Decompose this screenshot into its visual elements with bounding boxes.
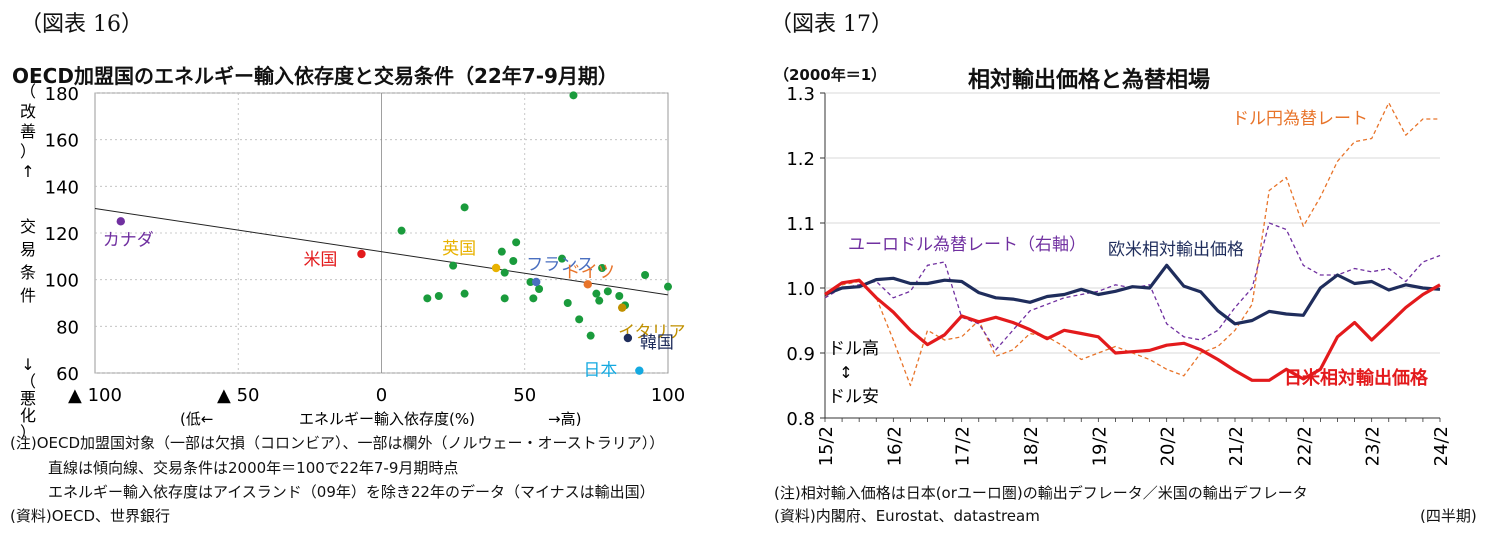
- scatter-x-tick-label: 50: [513, 385, 536, 406]
- scatter-point: [497, 247, 506, 256]
- scatter-x-tick-label: ▲ 100: [68, 385, 122, 406]
- scatter-point-ドイツ: [583, 280, 592, 289]
- line-y-tick-label: 0.9: [786, 344, 815, 365]
- source-line-right: (資料)内閣府、Eurostat、datastream: [774, 507, 1040, 525]
- line-x-tick-label: 17/2: [953, 426, 974, 466]
- annotation-dollar-strong: ドル高: [828, 339, 879, 359]
- scatter-point-label: 英国: [442, 239, 476, 259]
- note-line-2: 直線は傾向線、交易条件は2000年＝100で22年7-9月期時点: [48, 459, 459, 477]
- scatter-point-label: ドイツ: [564, 262, 615, 282]
- scatter-chart-title: OECD加盟国のエネルギー輸入依存度と交易条件（22年7-9月期）: [12, 64, 618, 88]
- scatter-point-label: フランス: [526, 255, 594, 275]
- scatter-x-axis-title: エネルギー輸入依存度(%): [299, 410, 475, 428]
- scatter-point: [592, 289, 601, 298]
- scatter-point: [512, 238, 521, 247]
- line-y-tick-label: 1.3: [786, 84, 815, 105]
- scatter-point: [423, 294, 432, 303]
- scatter-point-フランス: [532, 277, 541, 287]
- scatter-y-axis-title: 交易条件: [20, 217, 36, 305]
- scatter-point: [535, 285, 544, 293]
- scatter-y-tick-label: 160: [45, 131, 79, 152]
- scatter-point-韓国: [623, 333, 633, 343]
- scatter-y-tick-label: 80: [56, 317, 79, 338]
- scatter-point: [434, 292, 443, 300]
- scatter-y-label-up: （改善）↑: [20, 82, 36, 181]
- scatter-point: [563, 299, 572, 307]
- annotation-dollar-weak: ドル安: [828, 387, 879, 407]
- scatter-point: [603, 287, 612, 296]
- annotation-arrow: ↕: [839, 363, 852, 382]
- scatter-point: [586, 331, 595, 340]
- scatter-point-label: イタリア: [618, 323, 685, 343]
- scatter-point: [526, 278, 535, 286]
- scatter-point: [598, 264, 607, 272]
- scatter-point-label: 韓国: [640, 333, 674, 353]
- scatter-point: [460, 203, 469, 212]
- line-chart-title: 相対輸出価格と為替相場: [968, 68, 1211, 93]
- scatter-point: [460, 289, 469, 298]
- note-line-1: (注)OECD加盟国対象（一部は欠損（コロンビア）、一部は欄外（ノルウェー・オー…: [10, 434, 665, 452]
- line-chart-unit: （2000年＝1）: [774, 66, 887, 84]
- scatter-point: [397, 226, 406, 235]
- scatter-x-label-high: →高): [548, 410, 581, 428]
- scatter-point-label: 米国: [303, 250, 337, 270]
- line-series-label: 欧米相対輸出価格: [1108, 240, 1244, 260]
- scatter-y-tick-label: 140: [45, 177, 79, 198]
- scatter-point: [557, 254, 566, 263]
- scatter-point: [509, 257, 518, 265]
- scatter-point: [615, 292, 624, 300]
- line-y-tick-label: 1.2: [786, 149, 815, 170]
- scatter-point-日本: [635, 366, 644, 375]
- line-series-label: ユーロドル為替レート（右軸）: [848, 235, 1086, 255]
- scatter-x-label-low: (低←: [180, 410, 213, 428]
- line-x-tick-label: 20/2: [1158, 426, 1179, 466]
- source-line-left: (資料)OECD、世界銀行: [10, 507, 171, 525]
- line-x-tick-label: 19/2: [1089, 426, 1110, 466]
- scatter-x-tick-label: 0: [376, 385, 387, 406]
- figure-label-16: （図表 16）: [20, 12, 143, 37]
- scatter-point-label: カナダ: [103, 230, 154, 250]
- scatter-point-イタリア: [617, 303, 627, 312]
- scatter-point: [529, 294, 538, 303]
- line-y-tick-label: 1.1: [786, 214, 815, 235]
- line-series-label: ドル円為替レート: [1232, 109, 1368, 129]
- scatter-point: [500, 268, 509, 277]
- line-x-tick-label: 15/2: [816, 426, 837, 466]
- scatter-y-tick-label: 60: [56, 364, 79, 385]
- scatter-point-米国: [357, 249, 366, 259]
- scatter-point: [595, 296, 604, 305]
- line-x-tick-label: 16/2: [884, 426, 905, 466]
- line-x-tick-label: 24/2: [1431, 426, 1452, 466]
- scatter-x-tick-label: ▲ 50: [217, 385, 259, 406]
- scatter-point: [500, 294, 509, 303]
- figure-label-17: （図表 17）: [770, 12, 893, 37]
- line-y-tick-label: 0.8: [786, 409, 815, 430]
- line-series-label: 日米相対輸出価格: [1284, 367, 1429, 389]
- line-series-3: [824, 278, 1441, 382]
- scatter-y-tick-label: 100: [45, 271, 79, 292]
- line-x-tick-label: 22/2: [1294, 426, 1315, 466]
- line-y-tick-label: 1.0: [786, 279, 815, 300]
- scatter-point-英国: [491, 263, 501, 273]
- scatter-point-カナダ: [116, 217, 125, 226]
- scatter-trend-line: [94, 208, 669, 296]
- period-note: (四半期): [1420, 507, 1477, 525]
- note-line-right: (注)相対輸入価格は日本(orユーロ圏)の輸出デフレータ／米国の輸出デフレータ: [774, 484, 1308, 502]
- scatter-y-tick-label: 120: [45, 224, 79, 245]
- scatter-y-label-down: ↓（悪化）: [20, 355, 36, 442]
- line-series-2: [824, 263, 1441, 326]
- scatter-point: [449, 261, 458, 270]
- scatter-point: [641, 271, 650, 279]
- scatter-point-label: 日本: [583, 361, 617, 381]
- scatter-point: [575, 315, 584, 324]
- line-x-tick-label: 18/2: [1021, 426, 1042, 466]
- scatter-point: [664, 282, 672, 291]
- note-line-3: エネルギー輸入依存度はアイスランド（09年）を除き22年のデータ（マイナスは輸出…: [48, 483, 655, 501]
- scatter-point: [569, 91, 578, 100]
- scatter-y-tick-label: 180: [45, 84, 79, 105]
- scatter-x-tick-label: 100: [651, 385, 685, 406]
- line-x-tick-label: 23/2: [1363, 426, 1384, 466]
- line-x-tick-label: 21/2: [1226, 426, 1247, 466]
